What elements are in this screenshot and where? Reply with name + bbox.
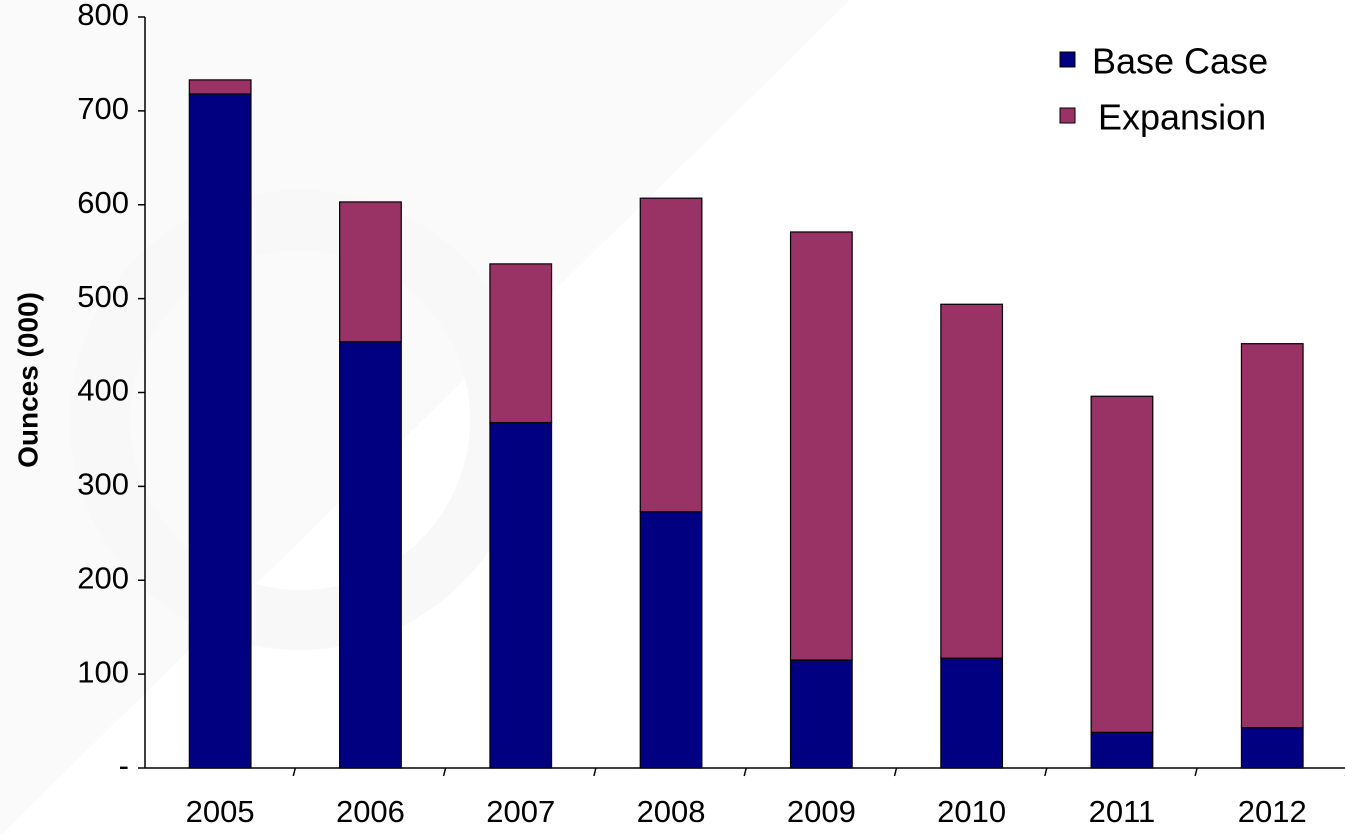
bar-segment xyxy=(789,231,853,661)
x-tick xyxy=(1044,767,1048,777)
bar-segment xyxy=(1240,343,1304,729)
y-tick-label: 400 xyxy=(77,373,129,408)
legend-swatch xyxy=(1059,51,1076,68)
y-axis-label: Ounces (000) xyxy=(12,292,43,468)
bar-segment xyxy=(789,659,853,769)
y-tick-label: 800 xyxy=(77,0,129,32)
x-tick-label: 2005 xyxy=(186,794,255,829)
bar-segment xyxy=(940,657,1004,769)
x-tick xyxy=(442,767,447,777)
x-tick-label: 2011 xyxy=(1089,794,1156,829)
y-tick-label: - xyxy=(119,748,129,783)
bar-segment xyxy=(339,201,402,343)
y-tick-label: 100 xyxy=(77,654,129,689)
x-tick xyxy=(593,767,597,777)
bar-segment xyxy=(1090,731,1154,769)
bar-segment xyxy=(339,341,402,769)
y-tick-label: 500 xyxy=(77,279,129,314)
bar-segment xyxy=(489,263,553,424)
y-tick-label: 600 xyxy=(77,185,129,220)
y-tick-label: 300 xyxy=(77,467,129,502)
bar-segment xyxy=(639,197,703,513)
legend-label: Expansion xyxy=(1098,97,1266,138)
bar-segment xyxy=(188,93,252,769)
y-tick-label: 200 xyxy=(77,560,129,595)
x-tick xyxy=(1194,767,1198,777)
x-tick-label: 2009 xyxy=(787,794,856,829)
legend-label: Base Case xyxy=(1092,41,1268,82)
x-tick-label: 2010 xyxy=(937,794,1006,829)
bar-segment xyxy=(1240,727,1304,769)
x-tick-label: 2006 xyxy=(336,794,405,829)
x-tick xyxy=(893,767,898,777)
bar-segment xyxy=(639,511,703,769)
bar-segment xyxy=(940,303,1004,659)
bar-segment xyxy=(188,79,252,95)
legend-swatch xyxy=(1059,107,1076,124)
bar-segment xyxy=(489,421,553,769)
x-tick xyxy=(292,767,297,777)
x-tick-label: 2012 xyxy=(1238,794,1307,829)
bar-segment xyxy=(1090,395,1154,733)
y-tick-label: 700 xyxy=(77,91,129,126)
x-tick-label: 2008 xyxy=(637,794,706,829)
x-tick xyxy=(743,767,747,777)
x-tick-label: 2007 xyxy=(486,794,555,829)
